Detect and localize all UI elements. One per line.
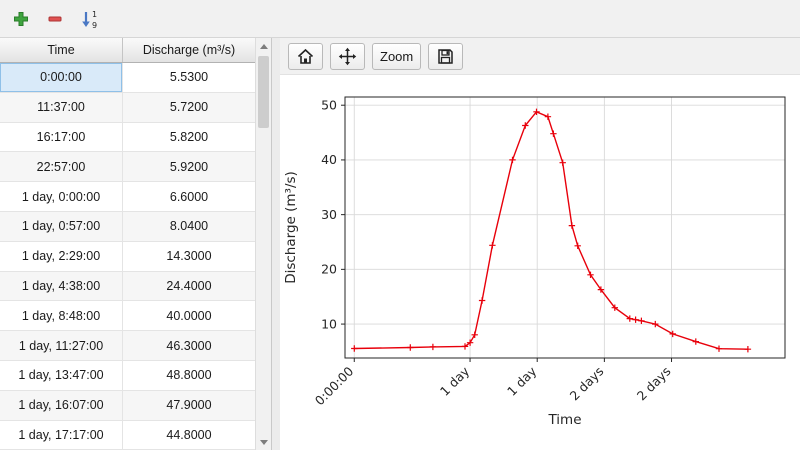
discharge-cell[interactable]: 46.3000 — [123, 331, 256, 361]
table-row: 1 day, 2:29:00 14.3000 — [0, 241, 256, 272]
table-scrollbar[interactable] — [255, 38, 271, 450]
discharge-cell[interactable]: 14.3000 — [123, 241, 256, 272]
x-tick-label: 1 day — [504, 363, 540, 399]
sort-digit-top: 1 — [92, 10, 97, 19]
time-cell[interactable]: 1 day, 16:07:00 — [0, 390, 123, 421]
sort-button[interactable]: 1 9 — [76, 6, 102, 32]
time-cell[interactable]: 0:00:00 — [0, 63, 123, 93]
x-tick-label: 2 days — [567, 364, 607, 404]
minus-icon — [48, 16, 62, 21]
time-cell[interactable]: 1 day, 8:48:00 — [0, 301, 123, 332]
home-icon — [297, 48, 314, 64]
y-axis-title: Discharge (m³/s) — [283, 171, 299, 284]
time-cell[interactable]: 1 day, 17:17:00 — [0, 420, 123, 450]
discharge-cell[interactable]: 24.4000 — [123, 271, 256, 302]
time-cell[interactable]: 1 day, 13:47:00 — [0, 360, 123, 391]
x-axis-title: Time — [547, 412, 581, 428]
table-row: 22:57:00 5.9200 — [0, 152, 256, 183]
chart-grid — [345, 97, 785, 358]
discharge-cell[interactable]: 5.7200 — [123, 92, 256, 123]
time-cell[interactable]: 1 day, 0:00:00 — [0, 182, 123, 212]
zoom-button[interactable]: Zoom — [372, 42, 422, 70]
time-cell[interactable]: 1 day, 11:27:00 — [0, 331, 123, 361]
series-markers — [351, 108, 752, 353]
time-cell[interactable]: 16:17:00 — [0, 122, 123, 153]
scrollbar-up-button[interactable] — [256, 38, 271, 54]
discharge-cell[interactable]: 47.9000 — [123, 390, 256, 421]
column-header-discharge[interactable]: Discharge (m³/s) — [123, 38, 256, 62]
x-axis: 0:00:00 1 day 1 day 2 days 2 days — [312, 358, 674, 408]
y-tick-label: 30 — [321, 207, 337, 222]
discharge-cell[interactable]: 5.8200 — [123, 122, 256, 153]
discharge-cell[interactable]: 48.8000 — [123, 360, 256, 391]
y-tick-label: 10 — [321, 316, 337, 331]
table-row: 11:37:00 5.7200 — [0, 92, 256, 123]
plus-icon — [14, 11, 28, 26]
chart-toolbar: Zoom — [280, 38, 800, 75]
arrow-up-icon — [259, 43, 268, 49]
discharge-cell[interactable]: 40.0000 — [123, 301, 256, 332]
discharge-cell[interactable]: 8.0400 — [123, 211, 256, 242]
y-axis: 10 20 30 40 50 — [321, 97, 345, 331]
discharge-cell[interactable]: 5.5300 — [123, 63, 256, 93]
table-row: 1 day, 4:38:00 24.4000 — [0, 271, 256, 302]
table-row: 1 day, 8:48:00 40.0000 — [0, 301, 256, 332]
sort-digit-bottom: 9 — [92, 21, 97, 29]
x-tick-label: 2 days — [634, 364, 674, 404]
table-row: 0:00:00 5.5300 — [0, 63, 256, 93]
chart-canvas[interactable]: 10 20 30 40 50 0:00:00 1 day 1 day 2 days 2 days T… — [280, 75, 800, 450]
pan-move-icon — [338, 47, 357, 65]
table-row: 1 day, 13:47:00 48.8000 — [0, 360, 256, 391]
table-row: 1 day, 17:17:00 44.8000 — [0, 420, 256, 450]
table-row: 1 day, 0:00:00 6.6000 — [0, 182, 256, 212]
column-header-time[interactable]: Time — [0, 38, 123, 62]
save-floppy-icon — [438, 48, 453, 64]
arrow-down-icon — [259, 439, 268, 445]
main-toolbar: 1 9 — [0, 0, 800, 38]
time-cell[interactable]: 1 day, 2:29:00 — [0, 241, 123, 272]
home-button[interactable] — [288, 42, 323, 70]
y-tick-label: 20 — [321, 262, 337, 277]
plot-border — [344, 96, 786, 359]
x-tick-label: 1 day — [437, 363, 473, 399]
discharge-series — [351, 108, 752, 353]
discharge-table: Time Discharge (m³/s) 0:00:00 5.5300 11:37:… — [0, 38, 256, 450]
scrollbar-thumb[interactable] — [258, 56, 270, 128]
discharge-cell[interactable]: 44.8000 — [123, 420, 256, 450]
time-cell[interactable]: 1 day, 0:57:00 — [0, 211, 123, 242]
save-button[interactable] — [428, 42, 464, 70]
discharge-cell[interactable]: 6.6000 — [123, 182, 256, 212]
discharge-table-panel: Time Discharge (m³/s) 0:00:00 5.5300 11:37:… — [0, 38, 272, 450]
sort-ascending-icon: 1 9 — [82, 10, 97, 29]
add-row-button[interactable] — [8, 6, 34, 32]
time-cell[interactable]: 22:57:00 — [0, 152, 123, 183]
remove-row-button[interactable] — [42, 6, 68, 32]
table-row: 16:17:00 5.8200 — [0, 122, 256, 153]
discharge-cell[interactable]: 5.9200 — [123, 152, 256, 183]
scrollbar-down-button[interactable] — [256, 434, 271, 450]
pan-button[interactable] — [330, 42, 365, 70]
table-body: 0:00:00 5.5300 11:37:00 5.7200 16:17:00 5.820… — [0, 63, 256, 450]
time-cell[interactable]: 1 day, 4:38:00 — [0, 271, 123, 302]
x-tick-label: 0:00:00 — [312, 363, 357, 408]
table-row: 1 day, 11:27:00 46.3000 — [0, 331, 256, 361]
table-header-row: Time Discharge (m³/s) — [0, 38, 256, 63]
table-row: 1 day, 16:07:00 47.9000 — [0, 390, 256, 421]
time-cell[interactable]: 11:37:00 — [0, 92, 123, 123]
y-tick-label: 40 — [321, 152, 337, 167]
chart-panel: Zoom 10 20 30 40 50 0:00:00 1 day 1 day 2 days 2 … — [280, 38, 800, 450]
y-tick-label: 50 — [321, 97, 337, 112]
table-row: 1 day, 0:57:00 8.0400 — [0, 211, 256, 242]
